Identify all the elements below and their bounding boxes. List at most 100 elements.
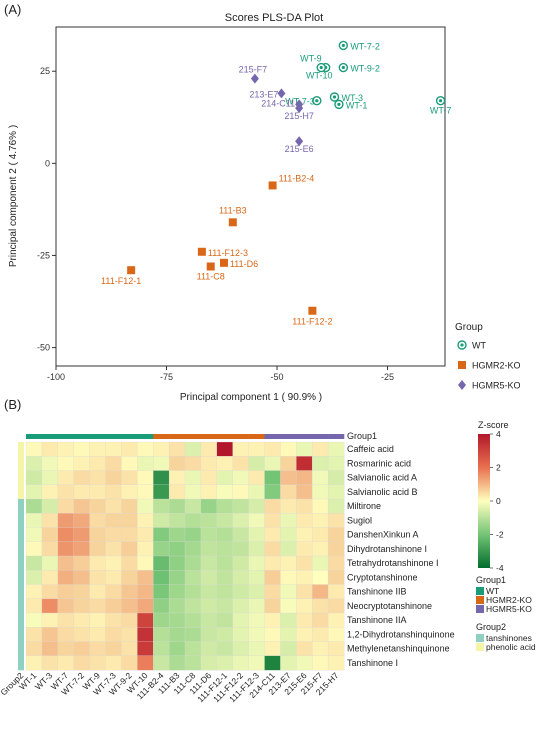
point-wt-7-center — [438, 99, 443, 103]
row-label-rosmarinic-acid: Rosmarinic acid — [347, 458, 411, 468]
group1-bar-segment — [296, 434, 313, 439]
group1-bar-segment — [89, 434, 106, 439]
heatmap-cell — [232, 612, 250, 628]
heatmap-cell — [327, 612, 345, 628]
heatmap-cell — [57, 598, 75, 614]
point-label-111-b2-4: 111-B2-4 — [279, 173, 315, 183]
heatmap-cell — [89, 598, 106, 614]
point-label-wt-7-2: WT-7-2 — [350, 41, 380, 51]
heatmap-cell — [280, 456, 297, 471]
heatmap-cell — [184, 555, 202, 571]
heatmap-cell — [312, 598, 329, 614]
scatter-legend: Group WT HGMR2-KO HGMR5-KO — [455, 322, 521, 391]
heatmap-cell — [41, 655, 59, 671]
heatmap-cell — [216, 598, 234, 614]
group2-bar-segment — [18, 442, 24, 457]
heatmap-cell — [105, 627, 122, 642]
row-label-methylenetanshinquinone: Methylenetanshinquinone — [347, 644, 450, 654]
heatmap-cell — [89, 570, 106, 585]
heatmap-cell — [168, 527, 186, 543]
heatmap-cell — [25, 570, 43, 585]
heatmap-cell — [57, 641, 75, 657]
heatmap-cell — [168, 584, 186, 600]
heatmap-cell — [200, 470, 218, 486]
heatmap-cell — [168, 641, 186, 657]
heatmap-cell — [153, 584, 170, 600]
heatmap-cell — [216, 441, 234, 457]
group1-bar-segment — [185, 434, 202, 439]
heatmap-cell — [73, 612, 91, 628]
group2-bar-segment — [18, 470, 24, 486]
heatmap-cell — [184, 570, 202, 585]
scatter-legend-title: Group — [455, 322, 483, 333]
group1-legend-label-wt: WT — [486, 586, 499, 596]
legend-marker-hgmr2-ko — [458, 361, 466, 369]
group1-legend-swatch-wt — [476, 587, 484, 595]
heatmap-cell — [73, 441, 91, 457]
pls-da-scatter: Scores PLS-DA Plot -100 -75 -50 -25 25 0 -25 -5… — [8, 12, 521, 403]
heatmap-cell — [184, 527, 202, 543]
heatmap-cell — [41, 570, 59, 585]
heatmap-cell — [25, 470, 43, 486]
colorbar-tick-label: -4 — [496, 563, 504, 573]
heatmap-cell — [296, 555, 313, 571]
heatmap-cell — [57, 627, 75, 642]
group2-bar-segment — [18, 598, 24, 614]
heatmap-cell — [312, 570, 329, 585]
x-tick-label: -50 — [271, 372, 284, 382]
heatmap-cell — [41, 527, 59, 543]
heatmap-cell — [280, 527, 297, 543]
group1-bar-segment — [264, 434, 281, 439]
y-tick-label: -50 — [37, 343, 50, 353]
heatmap-cell — [327, 627, 345, 642]
colorbar-tick-label: 2 — [496, 463, 501, 473]
heatmap-cell — [184, 456, 202, 471]
point-label-111-f12-1: 111-F12-1 — [101, 276, 141, 286]
heatmap-cell — [153, 441, 170, 457]
heatmap-cell — [25, 612, 43, 628]
y-tick-label: -25 — [37, 250, 50, 260]
heatmap-cell — [280, 641, 297, 657]
point-wt-7-2-center — [341, 43, 345, 48]
heatmap-cell — [41, 470, 59, 486]
heatmap-cell — [216, 498, 234, 514]
heatmap-cell — [184, 627, 202, 642]
group2-bar-segment — [18, 584, 24, 600]
heatmap-cell — [57, 513, 75, 528]
scatter-axes: -100 -75 -50 -25 25 0 -25 -50 — [37, 66, 394, 382]
heatmap-cell — [73, 555, 91, 571]
group2-legend-title: Group2 — [476, 622, 506, 632]
heatmap-cell — [121, 627, 138, 642]
heatmap-cell — [153, 498, 170, 514]
row-label-miltirone: Miltirone — [347, 501, 381, 511]
heatmap-cell — [280, 441, 297, 457]
heatmap-cell — [296, 527, 313, 543]
heatmap-cell — [280, 612, 297, 628]
heatmap-cell — [296, 627, 313, 642]
heatmap-cell — [184, 513, 202, 528]
heatmap-cell — [296, 484, 313, 500]
point-label-215-f7: 215-F7 — [239, 65, 268, 75]
heatmap-cell — [200, 513, 218, 528]
heatmap-cell — [89, 527, 106, 543]
heatmap-cell — [216, 456, 234, 471]
heatmap-cell — [105, 470, 122, 486]
scatter-points: WT-7-2WT-9WT-9-2WT-10WT-7-3WT-3WT-1WT-71… — [101, 40, 451, 327]
heatmap-cell — [137, 513, 154, 528]
heatmap-cell — [41, 584, 59, 600]
group2-bar-segment — [18, 456, 24, 471]
heatmap-cell — [137, 627, 154, 642]
heatmap-cell — [89, 456, 106, 471]
heatmap-cell — [89, 584, 106, 600]
heatmap-cell — [57, 584, 75, 600]
heatmap-cell — [184, 641, 202, 657]
heatmap-cell — [312, 655, 329, 671]
heatmap-cell — [280, 541, 297, 557]
heatmap-cell — [153, 527, 170, 543]
heatmap-cell — [216, 655, 234, 671]
heatmap-cell — [216, 527, 234, 543]
heatmap-cell — [137, 441, 154, 457]
group2-legend-label-tanshinones: tanshinones — [486, 633, 532, 643]
heatmap-cell — [200, 627, 218, 642]
point-215-e6 — [295, 136, 304, 147]
